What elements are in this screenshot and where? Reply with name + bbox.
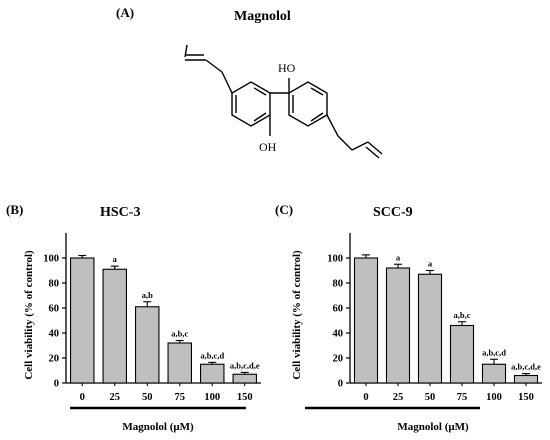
significance-label: a,b,c,d xyxy=(482,347,506,357)
significance-label: a,b,c xyxy=(171,329,188,339)
bar-25 xyxy=(385,267,411,384)
bar-50 xyxy=(417,273,443,384)
bar-75 xyxy=(167,342,193,384)
hydroxyl-label-bottom: OH xyxy=(259,140,277,154)
x-tick-label: 150 xyxy=(518,392,534,403)
x-tick-label: 0 xyxy=(363,392,368,403)
y-tick-label: 40 xyxy=(333,329,344,340)
y-tick-label: 80 xyxy=(333,279,344,290)
structure-panel: (A) Magnolol xyxy=(116,5,383,159)
x-tick-label: 25 xyxy=(393,392,404,403)
x-axis-label-hsc3: Magnolol (μM) xyxy=(122,421,194,433)
y-tick-label: 40 xyxy=(49,329,60,340)
x-axis-label-scc9: Magnolol (μM) xyxy=(397,421,469,433)
x-tick-label: 75 xyxy=(175,392,186,403)
bar-100 xyxy=(200,363,225,384)
left-benzene-ring xyxy=(231,81,271,127)
y-axis-label-scc9: Cell viability (% of control) xyxy=(291,250,303,380)
molecule-title: Magnolol xyxy=(234,9,291,24)
chart-title-hsc3: HSC-3 xyxy=(100,205,140,220)
bar-25 xyxy=(102,268,128,384)
right-benzene-ring xyxy=(288,81,328,127)
significance-label: a,b,c,d,e xyxy=(511,362,541,372)
y-tick-label: 0 xyxy=(338,379,343,390)
x-tick-label: 0 xyxy=(80,392,85,403)
x-tick-label: 150 xyxy=(237,392,253,403)
bar-75 xyxy=(449,324,475,384)
significance-label: a,b,c,d,e xyxy=(230,360,260,370)
y-tick-label: 80 xyxy=(49,279,60,290)
y-tick-label: 100 xyxy=(43,254,59,265)
bar-150 xyxy=(232,373,258,384)
chart-scc9: (C) SCC-9 Cell viability (% of control) … xyxy=(275,202,542,433)
plot-area-scc9: 0 20 40 60 80 100 0 25 a 50 a 75 a,b,c 100 a,b,c,d 150 a… xyxy=(327,233,542,403)
significance-label: a xyxy=(113,254,118,264)
panel-label-b: (B) xyxy=(6,202,23,217)
y-tick-label: 60 xyxy=(49,304,60,315)
significance-label: a xyxy=(428,259,433,269)
x-tick-label: 75 xyxy=(457,392,468,403)
y-tick-label: 20 xyxy=(333,354,344,365)
bar-100 xyxy=(481,363,507,384)
panel-label-c: (C) xyxy=(275,202,293,217)
x-tick-label: 25 xyxy=(110,392,121,403)
x-tick-label: 100 xyxy=(486,392,502,403)
magnolol-structure xyxy=(184,44,383,159)
bar-150 xyxy=(513,374,539,384)
significance-label: a,b xyxy=(142,290,153,300)
y-tick-label: 0 xyxy=(54,379,59,390)
plot-area-hsc3: 0 20 40 60 80 100 0 25 a 50 a,b 75 a,b,c 100 a,b,c,d 15… xyxy=(43,233,261,403)
chart-title-scc9: SCC-9 xyxy=(373,205,413,220)
x-tick-label: 50 xyxy=(142,392,153,403)
hydroxyl-label-top: HO xyxy=(278,61,296,75)
y-tick-label: 60 xyxy=(333,304,344,315)
panel-label-a: (A) xyxy=(116,5,134,20)
significance-label: a,b,c,d xyxy=(200,350,224,360)
y-tick-label: 100 xyxy=(327,254,343,265)
x-tick-label: 50 xyxy=(425,392,436,403)
significance-label: a,b,c xyxy=(454,310,471,320)
chart-hsc3: (B) HSC-3 Cell viability (% of control) … xyxy=(6,202,261,433)
bar-50 xyxy=(135,306,160,384)
bar-0 xyxy=(70,257,95,384)
y-tick-label: 20 xyxy=(49,354,60,365)
significance-label: a xyxy=(396,252,401,262)
y-axis-label-hsc3: Cell viability (% of control) xyxy=(23,250,35,380)
x-tick-label: 100 xyxy=(204,392,220,403)
bar-0 xyxy=(353,257,379,384)
